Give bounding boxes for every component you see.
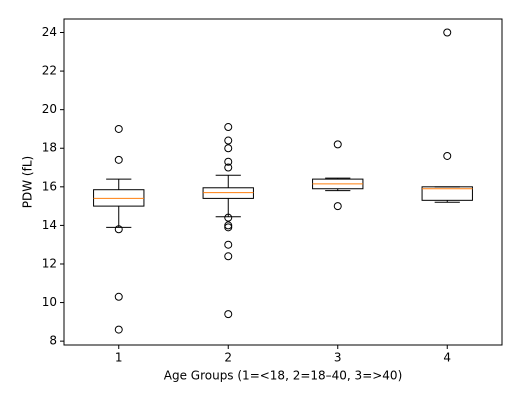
outlier: [114, 225, 123, 234]
outlier: [443, 151, 452, 160]
y-tick-label: 18: [42, 141, 57, 155]
y-tick-label: 10: [42, 295, 57, 309]
outlier: [114, 155, 123, 164]
outlier: [224, 252, 233, 261]
outlier: [443, 28, 452, 37]
outlier: [114, 325, 123, 334]
y-tick-label: 14: [42, 218, 57, 232]
outlier: [224, 163, 233, 172]
y-tick-label: 12: [42, 256, 57, 270]
outlier: [114, 124, 123, 133]
y-tick-label: 22: [42, 64, 57, 78]
y-tick-label: 8: [49, 334, 57, 348]
outlier: [224, 213, 233, 222]
y-tick-label: 20: [42, 102, 57, 116]
outlier: [224, 223, 233, 232]
y-tick-label: 24: [42, 25, 57, 39]
x-tick-label: 1: [115, 351, 123, 365]
x-tick-label: 3: [334, 351, 342, 365]
outlier: [224, 310, 233, 319]
outlier: [224, 123, 233, 132]
outlier: [224, 144, 233, 153]
outlier: [224, 157, 233, 166]
plot-frame: [63, 18, 503, 346]
outlier: [224, 136, 233, 145]
x-tick-label: 2: [224, 351, 232, 365]
outlier: [114, 292, 123, 301]
x-axis-label: Age Groups (1=<18, 2=18–40, 3=>40): [164, 369, 403, 383]
y-axis-label: PDW (fL): [21, 156, 35, 208]
box: [421, 186, 473, 201]
outlier: [333, 140, 342, 149]
outlier: [333, 202, 342, 211]
y-tick-label: 16: [42, 179, 57, 193]
x-tick-label: 4: [443, 351, 451, 365]
outlier: [224, 240, 233, 249]
